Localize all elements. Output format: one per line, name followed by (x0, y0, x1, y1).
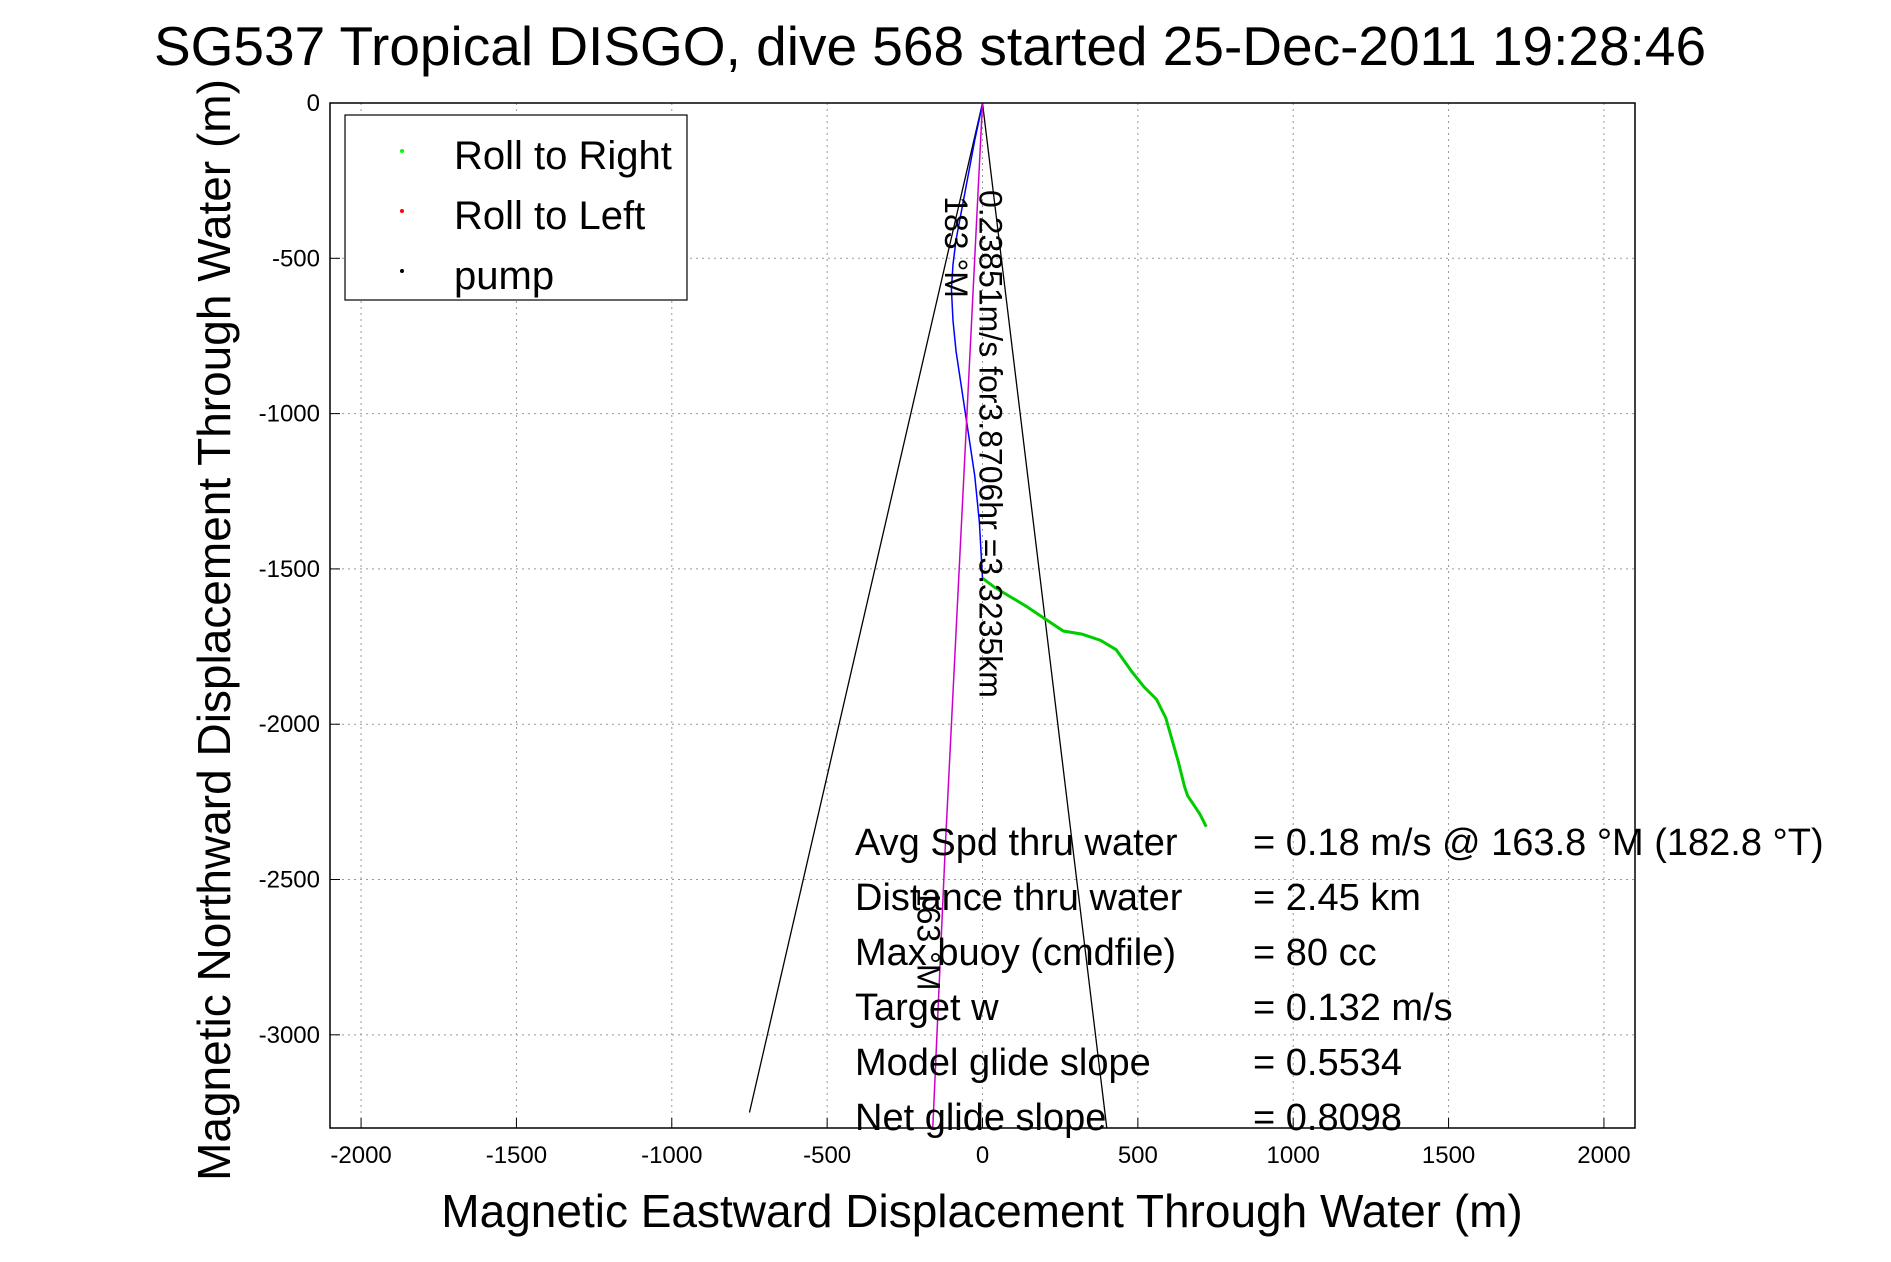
tick-labels: -2000 -1500 -1000 -500 0 500 1000 1500 2000 0 -500… (259, 90, 1631, 1169)
summary-label: Net glide slope (855, 1097, 1106, 1139)
y-tick-label: -2500 (259, 867, 320, 894)
x-tick-label: 1000 (1267, 1142, 1320, 1169)
track-line (932, 102, 984, 1129)
rotated-label: 163 °M (910, 889, 946, 991)
rotated-label: 183 °M (938, 196, 974, 298)
legend-label: Roll to Right (454, 134, 672, 178)
legend-entries: Roll to Right Roll to Left pump (400, 134, 672, 298)
x-tick-label: 1500 (1422, 1142, 1475, 1169)
legend-marker (400, 149, 404, 153)
summary-value: = 0.5534 (1253, 1042, 1402, 1084)
track-line (981, 577, 1208, 828)
reference-line (748, 102, 984, 1113)
legend: Roll to Right Roll to Left pump (344, 114, 688, 301)
legend-marker (400, 269, 404, 273)
summary-value: = 0.18 m/s @ 163.8 °M (182.8 °T) (1253, 822, 1824, 864)
x-tick-label: 500 (1118, 1142, 1158, 1169)
summary-label: Avg Spd thru water (855, 822, 1178, 864)
reference-lines (748, 102, 1108, 1129)
y-tick-label: -500 (272, 245, 320, 272)
legend-label: pump (454, 254, 554, 298)
rotated-annotations: 183 °M0.23851m/s for3.8706hr =3.3235km 16… (910, 190, 1008, 991)
summary-label: Target w (855, 987, 999, 1029)
summary-value: = 2.45 km (1253, 877, 1421, 919)
x-tick-label: 2000 (1577, 1142, 1630, 1169)
y-tick-label: -1500 (259, 556, 320, 583)
y-tick-label: -3000 (259, 1022, 320, 1049)
x-tick-label: -500 (803, 1142, 851, 1169)
legend-marker (400, 209, 404, 213)
summary-value: = 0.132 m/s (1253, 987, 1453, 1029)
track-line (950, 102, 984, 579)
series-group (932, 102, 1208, 1129)
x-tick-label: 0 (976, 1142, 989, 1169)
x-tick-label: -1500 (486, 1142, 547, 1169)
summary-label: Model glide slope (855, 1042, 1151, 1084)
y-tick-label: -2000 (259, 711, 320, 738)
x-tick-label: -1000 (641, 1142, 702, 1169)
y-axis-label: Magnetic Northward Displacement Through … (188, 79, 240, 1181)
legend-label: Roll to Left (454, 194, 645, 238)
reference-line (981, 102, 1108, 1129)
y-tick-label: -1000 (259, 401, 320, 428)
summary-value: = 0.8098 (1253, 1097, 1402, 1139)
summary-label: Max buoy (cmdfile) (855, 932, 1176, 974)
summary-stats: Avg Spd thru water = 0.18 m/s @ 163.8 °M … (855, 822, 1824, 1139)
x-tick-label: -2000 (330, 1142, 391, 1169)
summary-label: Distance thru water (855, 877, 1183, 919)
rotated-label: 0.23851m/s for3.8706hr =3.3235km (972, 190, 1008, 698)
x-axis-label: Magnetic Eastward Displacement Through W… (441, 1185, 1522, 1237)
chart-title: SG537 Tropical DISGO, dive 568 started 2… (154, 15, 1706, 77)
summary-value: = 80 cc (1253, 932, 1377, 974)
y-tick-label: 0 (307, 90, 320, 117)
